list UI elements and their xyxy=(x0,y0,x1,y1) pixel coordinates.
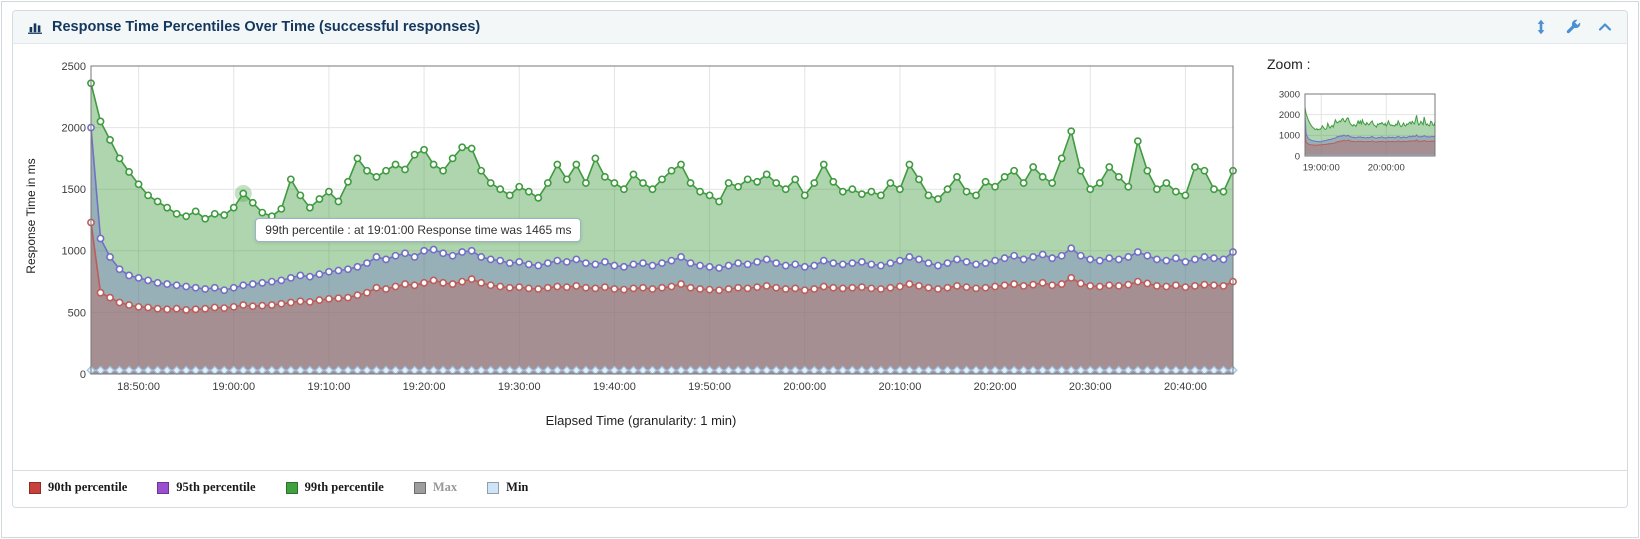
x-tick-label: 19:50:00 xyxy=(688,381,731,393)
x-tick-label: 20:00:00 xyxy=(1368,163,1405,174)
markers-95th-percentile xyxy=(87,123,1237,295)
y-tick-label: 1000 xyxy=(1279,131,1300,142)
legend: 90th percentile 95th percentile 99th perce… xyxy=(13,470,1627,507)
x-tick-label: 19:10:00 xyxy=(308,381,351,393)
series-area-99th-percentile xyxy=(91,83,1233,375)
y-tick-label: 2000 xyxy=(1279,110,1300,121)
wrench-icon[interactable] xyxy=(1565,19,1581,35)
x-tick-label: 19:30:00 xyxy=(498,381,541,393)
series-area-95th-percentile xyxy=(91,127,1233,374)
y-tick-label: 0 xyxy=(80,369,86,381)
panel-header: Response Time Percentiles Over Time (suc… xyxy=(13,11,1627,44)
legend-item-label: 99th percentile xyxy=(304,480,384,494)
legend-swatch xyxy=(157,481,170,494)
legend-item-label: 90th percentile xyxy=(48,480,128,494)
panel-header-actions xyxy=(1533,19,1613,35)
y-tick-label: 1500 xyxy=(62,184,86,196)
plot-border xyxy=(90,65,1234,375)
legend-swatch xyxy=(413,481,426,494)
plot-border xyxy=(1304,93,1436,157)
x-tick-label: 19:20:00 xyxy=(403,381,446,393)
legend-item-label: Max xyxy=(432,480,458,494)
x-tick-label: 19:40:00 xyxy=(593,381,636,393)
y-tick-label: 1000 xyxy=(62,246,86,258)
x-tick-label: 18:50:00 xyxy=(117,381,160,393)
response-time-percentiles-panel: Response Time Percentiles Over Time (suc… xyxy=(12,10,1628,508)
main-chart-column: 0 500 1000 1500 2000 2500 18:50:00 19:00:00 19:1… xyxy=(43,56,1239,470)
y-axis-label-column: Response Time in ms xyxy=(19,56,43,470)
series-line-99th-percentile xyxy=(1304,107,1436,131)
series-area-99th-percentile xyxy=(1305,107,1435,156)
markers-99th-percentile xyxy=(87,79,1237,223)
x-tick-label: 20:10:00 xyxy=(879,381,922,393)
x-tick-label: 20:40:00 xyxy=(1164,381,1207,393)
series-area-90th-percentile xyxy=(91,222,1233,374)
series-area-95th-percentile xyxy=(1305,114,1435,156)
markers-90th-percentile xyxy=(87,218,1237,314)
legend-item-max[interactable]: Max xyxy=(413,480,458,495)
y-tick-label: 2000 xyxy=(62,122,86,134)
legend-swatch xyxy=(29,481,41,494)
resize-vertical-icon[interactable] xyxy=(1533,19,1549,35)
legend-swatch xyxy=(487,481,500,494)
legend-item-90th-percentile[interactable]: 90th percentile xyxy=(29,480,127,495)
collapse-icon[interactable] xyxy=(1597,19,1613,35)
x-tick-label: 19:00:00 xyxy=(1303,163,1340,174)
y-tick-label: 500 xyxy=(68,307,86,319)
y-tick-label: 3000 xyxy=(1279,89,1300,100)
zoom-overview-chart[interactable]: 0 1000 2000 3000 19:00:00 20:00:00 xyxy=(1267,86,1447,186)
bar-chart-icon xyxy=(28,23,42,34)
series-area-90th-percentile xyxy=(1305,130,1435,156)
legend-item-99th-percentile[interactable]: 99th percentile xyxy=(285,480,384,495)
panel-title: Response Time Percentiles Over Time (suc… xyxy=(52,19,481,35)
zoom-label: Zoom : xyxy=(1267,56,1311,72)
legend-item-label: Min xyxy=(506,480,529,494)
x-axis-label: Elapsed Time (granularity: 1 min) xyxy=(545,413,737,428)
panel-body: Response Time in ms 0 500 1000 1500 2000 2500… xyxy=(13,44,1627,470)
x-tick-label: 20:00:00 xyxy=(783,381,826,393)
chart-area: 0 500 1000 1500 2000 2500 18:50:00 19:00:00 19:1… xyxy=(43,56,1239,401)
markers-min xyxy=(86,365,1238,375)
series-line-95th-percentile xyxy=(1304,114,1436,143)
legend-item-95th-percentile[interactable]: 95th percentile xyxy=(157,480,256,495)
legend-item-min[interactable]: Min xyxy=(487,480,528,495)
chart-tooltip: 99th percentile : at 19:01:00 Response t… xyxy=(255,217,582,242)
main-chart[interactable]: 0 500 1000 1500 2000 2500 18:50:00 19:00:00 19:1… xyxy=(43,56,1239,396)
y-tick-label: 2500 xyxy=(62,61,86,73)
zoom-column: Zoom : 0 1000 2000 3000 19:00:00 20:00:00 xyxy=(1267,56,1447,470)
y-tick-label: 0 xyxy=(1295,151,1300,162)
x-tick-label: 20:20:00 xyxy=(974,381,1017,393)
y-axis-label: Response Time in ms xyxy=(24,158,38,274)
x-tick-label: 19:00:00 xyxy=(212,381,255,393)
series-line-90th-percentile xyxy=(1304,130,1436,146)
legend-item-label: 95th percentile xyxy=(176,480,256,494)
legend-swatch xyxy=(285,481,298,494)
x-tick-label: 20:30:00 xyxy=(1069,381,1112,393)
